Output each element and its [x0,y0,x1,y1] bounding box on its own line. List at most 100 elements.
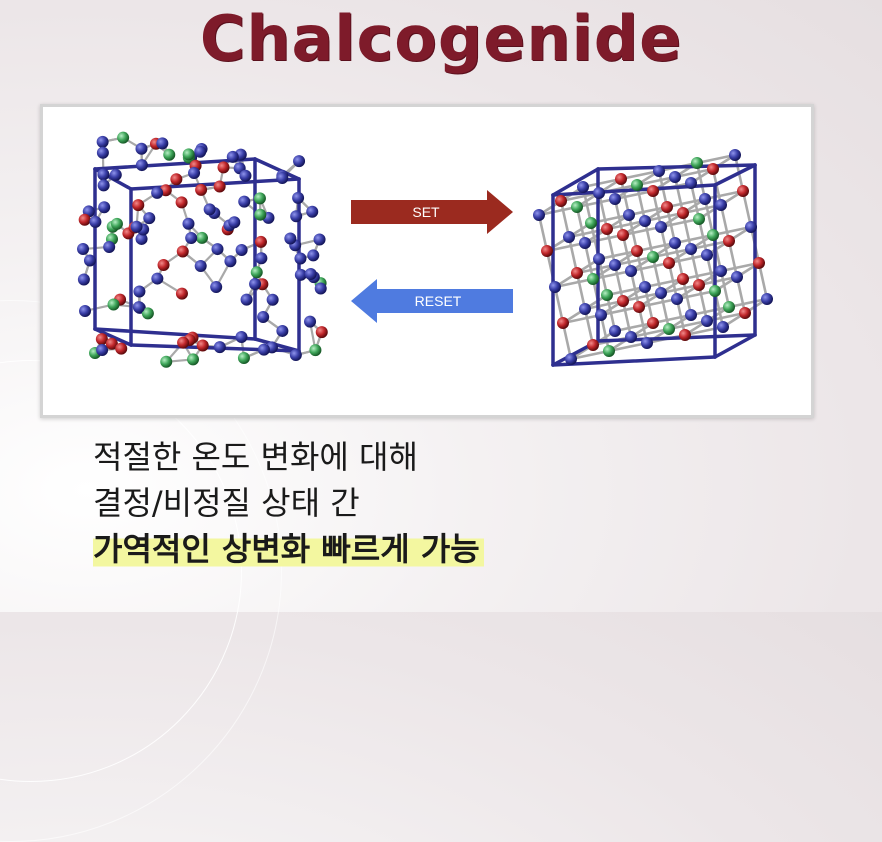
atom-red [170,173,182,185]
atom-blue [565,353,577,365]
atom-blue [267,294,279,306]
atom-red [661,201,673,213]
atom-green [707,229,719,241]
diagram-panel: SET RESET [40,104,814,418]
caption-line-3-highlighted: 가역적인 상변화 빠르게 가능 [93,530,484,568]
reset-arrow-label: RESET [415,293,462,309]
atom-blue [195,260,207,272]
atom-blue [533,209,545,221]
atom-blue [294,252,306,264]
atom-blue [143,212,155,224]
atom-blue [257,311,269,323]
cube-edge [95,329,255,339]
atom-green [251,266,263,278]
atom-green [238,352,250,364]
atom-blue [609,325,621,337]
atom-green [647,251,659,263]
atom-blue [284,232,296,244]
atom-red [177,245,189,257]
atom-green [587,273,599,285]
atom-blue [97,169,109,181]
atom-blue [98,201,110,213]
atom-blue [745,221,757,233]
atom-blue [671,293,683,305]
atom-blue [224,255,236,267]
atom-blue [290,210,302,222]
atom-blue [306,206,318,218]
atom-blue [241,294,253,306]
atom-blue [249,278,261,290]
atom-red [195,184,207,196]
atom-red [587,339,599,351]
atom-blue [238,196,250,208]
atom-blue [685,177,697,189]
atom-blue [276,325,288,337]
atom-blue [110,169,122,181]
atom-blue [235,331,247,343]
atom-green [631,179,643,191]
atom-blue [307,249,319,261]
atom-blue [136,159,148,171]
atom-blue [715,265,727,277]
atom-blue [305,268,317,280]
atom-blue [211,243,223,255]
atom-red [617,229,629,241]
atom-green [183,148,195,160]
atom-blue [98,179,110,191]
atom-red [79,214,91,226]
atom-blue [78,274,90,286]
atom-blue [290,349,302,361]
atom-blue [655,287,667,299]
cube-edge [598,165,755,169]
atom-red [753,257,765,269]
atom-blue [314,234,326,246]
atom-blue [228,216,240,228]
atom-red [601,223,613,235]
atom-red [115,343,127,355]
atom-blue [761,293,773,305]
atom-green [309,344,321,356]
atom-blue [255,252,267,264]
atom-green [601,289,613,301]
phase-change-diagram: SET RESET [43,107,811,415]
atom-blue [135,143,147,155]
atom-blue [304,316,316,328]
caption-line-1: 적절한 온도 변화에 대해 [93,434,484,480]
atom-red [555,195,567,207]
atom-blue [625,331,637,343]
atom-blue [609,193,621,205]
atom-blue [669,171,681,183]
atom-blue [227,151,239,163]
atom-red [615,173,627,185]
reset-arrow: RESET [351,279,513,323]
atom-blue [236,244,248,256]
atom-blue [593,253,605,265]
atom-blue [653,165,665,177]
atom-red [677,273,689,285]
crystalline-structure [533,149,773,365]
atom-red [633,301,645,313]
atom-red [707,163,719,175]
atom-green [709,285,721,297]
atom-red [541,245,553,257]
atom-green [663,323,675,335]
atom-blue [89,216,101,228]
atom-blue [188,167,200,179]
atom-red [647,185,659,197]
atom-green [585,217,597,229]
atom-green [254,209,266,221]
atom-blue [593,187,605,199]
atom-red [737,185,749,197]
atom-blue [641,337,653,349]
atom-blue [97,136,109,148]
atom-red [132,199,144,211]
atom-green [196,232,208,244]
atom-blue [258,344,270,356]
atom-blue [625,265,637,277]
atom-blue [609,259,621,271]
atom-blue [579,303,591,315]
atom-red [217,161,229,173]
atom-green [163,149,175,161]
atom-red [255,236,267,248]
atom-blue [84,254,96,266]
